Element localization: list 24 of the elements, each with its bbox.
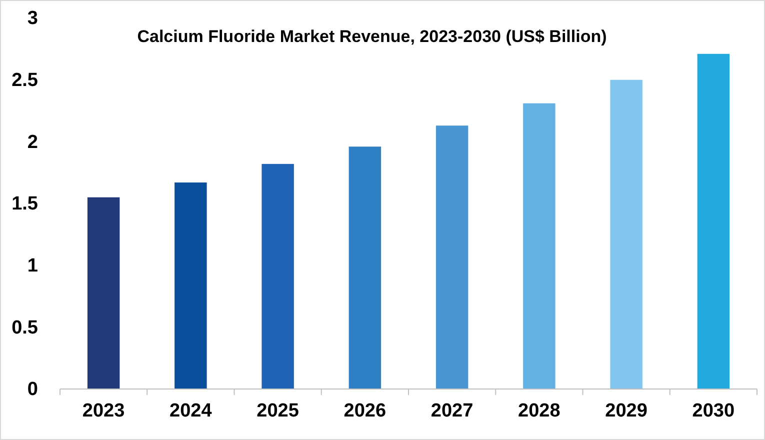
- x-tick-label: 2029: [605, 400, 648, 422]
- y-tick-label: 1.5: [12, 194, 38, 215]
- bar: [610, 80, 642, 389]
- x-tick-label: 2030: [692, 400, 735, 422]
- x-tick-label: 2023: [82, 400, 125, 422]
- x-tick-label: 2027: [430, 400, 474, 422]
- y-tick-label: 3: [27, 8, 38, 30]
- bar: [348, 146, 382, 389]
- y-tick-label: 2.5: [12, 70, 38, 91]
- y-tick-label: 1: [27, 255, 38, 276]
- x-tick-label: 2025: [256, 400, 300, 422]
- x-tick-label: 2024: [170, 400, 212, 422]
- bar: [87, 197, 120, 389]
- bar: [262, 164, 294, 389]
- y-tick-label: 2: [27, 132, 38, 153]
- text: Calcium Fluoride Market Revenue, 2023-2030 (US$ Billion): [137, 27, 607, 46]
- bar: [436, 126, 468, 389]
- y-tick-label: 0: [27, 379, 38, 400]
- x-tick-label: 2028: [518, 400, 560, 422]
- bar: [697, 54, 730, 389]
- x-tick-label: 2026: [344, 400, 386, 422]
- bar: [174, 182, 207, 389]
- bar: [523, 103, 556, 389]
- y-tick-label: 0.5: [12, 317, 38, 338]
